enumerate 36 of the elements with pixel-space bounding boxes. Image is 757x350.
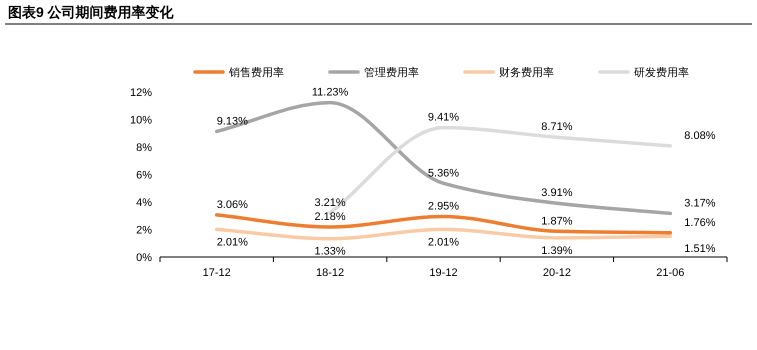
x-tick-label: 18-12 bbox=[316, 267, 344, 279]
data-label: 2.01% bbox=[216, 236, 248, 248]
y-tick-label: 0% bbox=[136, 252, 152, 264]
data-label: 11.23% bbox=[312, 86, 349, 99]
data-label: 2.95% bbox=[428, 200, 460, 212]
data-label: 1.33% bbox=[314, 246, 346, 258]
data-label: 5.36% bbox=[428, 167, 460, 180]
data-label: 9.13% bbox=[216, 115, 248, 128]
data-label: 3.91% bbox=[541, 187, 573, 200]
y-tick-label: 10% bbox=[130, 114, 152, 126]
data-label: 8.71% bbox=[541, 121, 573, 134]
x-tick-label: 20-12 bbox=[542, 267, 571, 279]
y-tick-label: 12% bbox=[130, 87, 152, 99]
data-label: 3.06% bbox=[216, 198, 248, 211]
data-label: 3.17% bbox=[684, 197, 716, 210]
data-label: 1.51% bbox=[684, 243, 716, 256]
data-label: 1.76% bbox=[684, 216, 716, 229]
data-label: 1.87% bbox=[541, 215, 573, 228]
x-tick-label: 21-06 bbox=[656, 267, 684, 279]
data-label: 2.01% bbox=[428, 236, 460, 248]
legend-label: 财务费用率 bbox=[499, 66, 554, 79]
legend-label: 研发费用率 bbox=[634, 66, 689, 79]
x-tick-label: 19-12 bbox=[429, 267, 458, 279]
y-tick-label: 8% bbox=[136, 142, 152, 154]
data-label: 8.08% bbox=[684, 130, 716, 142]
y-tick-label: 2% bbox=[136, 224, 152, 236]
y-tick-label: 6% bbox=[136, 170, 152, 182]
legend-label: 销售费用率 bbox=[228, 66, 284, 79]
data-label: 1.39% bbox=[541, 244, 573, 257]
chart-title: 图表9 公司期间费用率变化 bbox=[8, 4, 175, 20]
y-tick-label: 4% bbox=[136, 197, 152, 209]
data-label: 9.41% bbox=[428, 112, 460, 124]
data-label: 3.21% bbox=[314, 196, 346, 209]
legend-label: 管理费用率 bbox=[364, 66, 419, 79]
data-label: 2.18% bbox=[314, 211, 346, 224]
x-tick-label: 17-12 bbox=[202, 267, 231, 279]
